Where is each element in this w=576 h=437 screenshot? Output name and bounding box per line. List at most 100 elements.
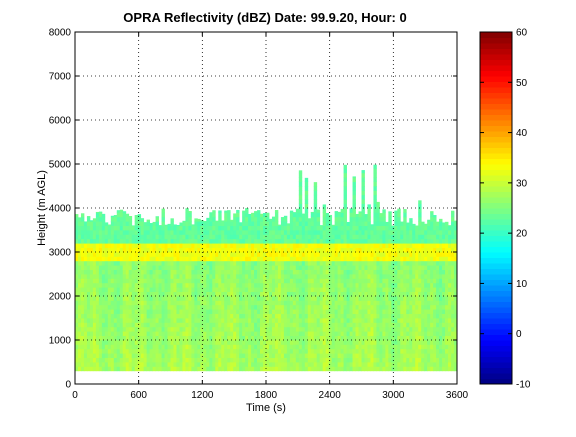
field-cell	[147, 309, 150, 314]
field-cell	[147, 318, 150, 323]
field-cell	[278, 225, 281, 226]
field-cell	[138, 230, 141, 235]
field-cell	[367, 230, 370, 235]
field-cell	[385, 362, 388, 367]
field-cell	[171, 300, 174, 305]
colorbar-swatch	[480, 181, 512, 187]
field-cell	[284, 358, 287, 363]
field-cell	[412, 230, 415, 235]
field-cell	[102, 239, 105, 244]
field-cell	[191, 305, 194, 310]
colorbar-swatch	[480, 82, 512, 88]
field-cell	[117, 331, 120, 336]
field-cell	[182, 344, 185, 349]
field-cell	[412, 296, 415, 301]
field-cell	[221, 261, 224, 266]
field-cell	[418, 318, 421, 323]
field-cell	[314, 358, 317, 363]
field-cell	[168, 358, 171, 363]
field-cell	[156, 318, 159, 323]
field-cell	[323, 296, 326, 301]
field-cell	[266, 265, 269, 270]
field-cell	[120, 322, 123, 327]
field-cell	[111, 287, 114, 292]
field-cell	[388, 296, 391, 301]
field-cell	[287, 234, 290, 239]
field-cell	[367, 212, 370, 217]
field-cell	[108, 336, 111, 341]
field-cell	[188, 296, 191, 301]
field-cell	[299, 278, 302, 283]
field-cell	[254, 340, 257, 345]
colorbar-swatch	[480, 109, 512, 115]
field-cell	[409, 327, 412, 332]
field-cell	[230, 314, 233, 319]
field-cell	[191, 287, 194, 292]
field-cell	[439, 287, 442, 292]
field-cell	[451, 261, 454, 266]
field-cell	[451, 340, 454, 345]
field-cell	[150, 296, 153, 301]
field-cell	[179, 318, 182, 323]
field-cell	[373, 305, 376, 310]
field-cell	[397, 278, 400, 283]
field-cell	[379, 274, 382, 279]
field-cell	[156, 230, 159, 235]
field-cell	[391, 239, 394, 244]
field-cell	[102, 362, 105, 367]
field-cell	[147, 230, 150, 235]
field-cell	[165, 340, 168, 345]
field-cell	[120, 239, 123, 244]
field-cell	[370, 358, 373, 363]
field-cell	[75, 256, 78, 261]
field-cell	[114, 239, 117, 244]
field-cell	[290, 362, 293, 367]
field-cell	[236, 261, 239, 266]
field-cell	[230, 300, 233, 305]
field-cell	[323, 322, 326, 327]
field-cell	[356, 248, 359, 253]
field-cell	[132, 274, 135, 279]
field-cell	[242, 340, 245, 345]
field-cell	[439, 219, 442, 222]
field-cell	[176, 226, 179, 231]
field-cell	[284, 362, 287, 367]
field-cell	[338, 221, 341, 226]
field-cell	[212, 305, 215, 310]
field-cell	[359, 226, 362, 231]
field-cell	[397, 274, 400, 279]
field-cell	[218, 296, 221, 301]
field-cell	[93, 327, 96, 332]
field-cell	[233, 287, 236, 292]
field-cell	[233, 274, 236, 279]
field-cell	[185, 331, 188, 336]
field-cell	[347, 270, 350, 275]
field-cell	[114, 362, 117, 367]
field-cell	[84, 292, 87, 297]
field-cell	[168, 224, 171, 226]
field-cell	[114, 305, 117, 310]
field-cell	[269, 344, 272, 349]
field-cell	[206, 322, 209, 327]
field-cell	[353, 186, 356, 191]
field-cell	[269, 309, 272, 314]
field-cell	[418, 221, 421, 226]
field-cell	[114, 309, 117, 314]
field-cell	[335, 331, 338, 336]
field-cell	[132, 344, 135, 349]
field-cell	[409, 358, 412, 363]
field-cell	[179, 353, 182, 358]
field-cell	[409, 287, 412, 292]
field-cell	[439, 239, 442, 244]
field-cell	[78, 261, 81, 266]
field-cell	[176, 230, 179, 235]
field-cell	[421, 296, 424, 301]
field-cell	[126, 305, 129, 310]
field-cell	[135, 362, 138, 367]
field-cell	[305, 182, 308, 187]
field-cell	[156, 305, 159, 310]
field-cell	[209, 318, 212, 323]
field-cell	[224, 309, 227, 314]
colorbar-swatch	[480, 313, 512, 319]
field-cell	[370, 292, 373, 297]
